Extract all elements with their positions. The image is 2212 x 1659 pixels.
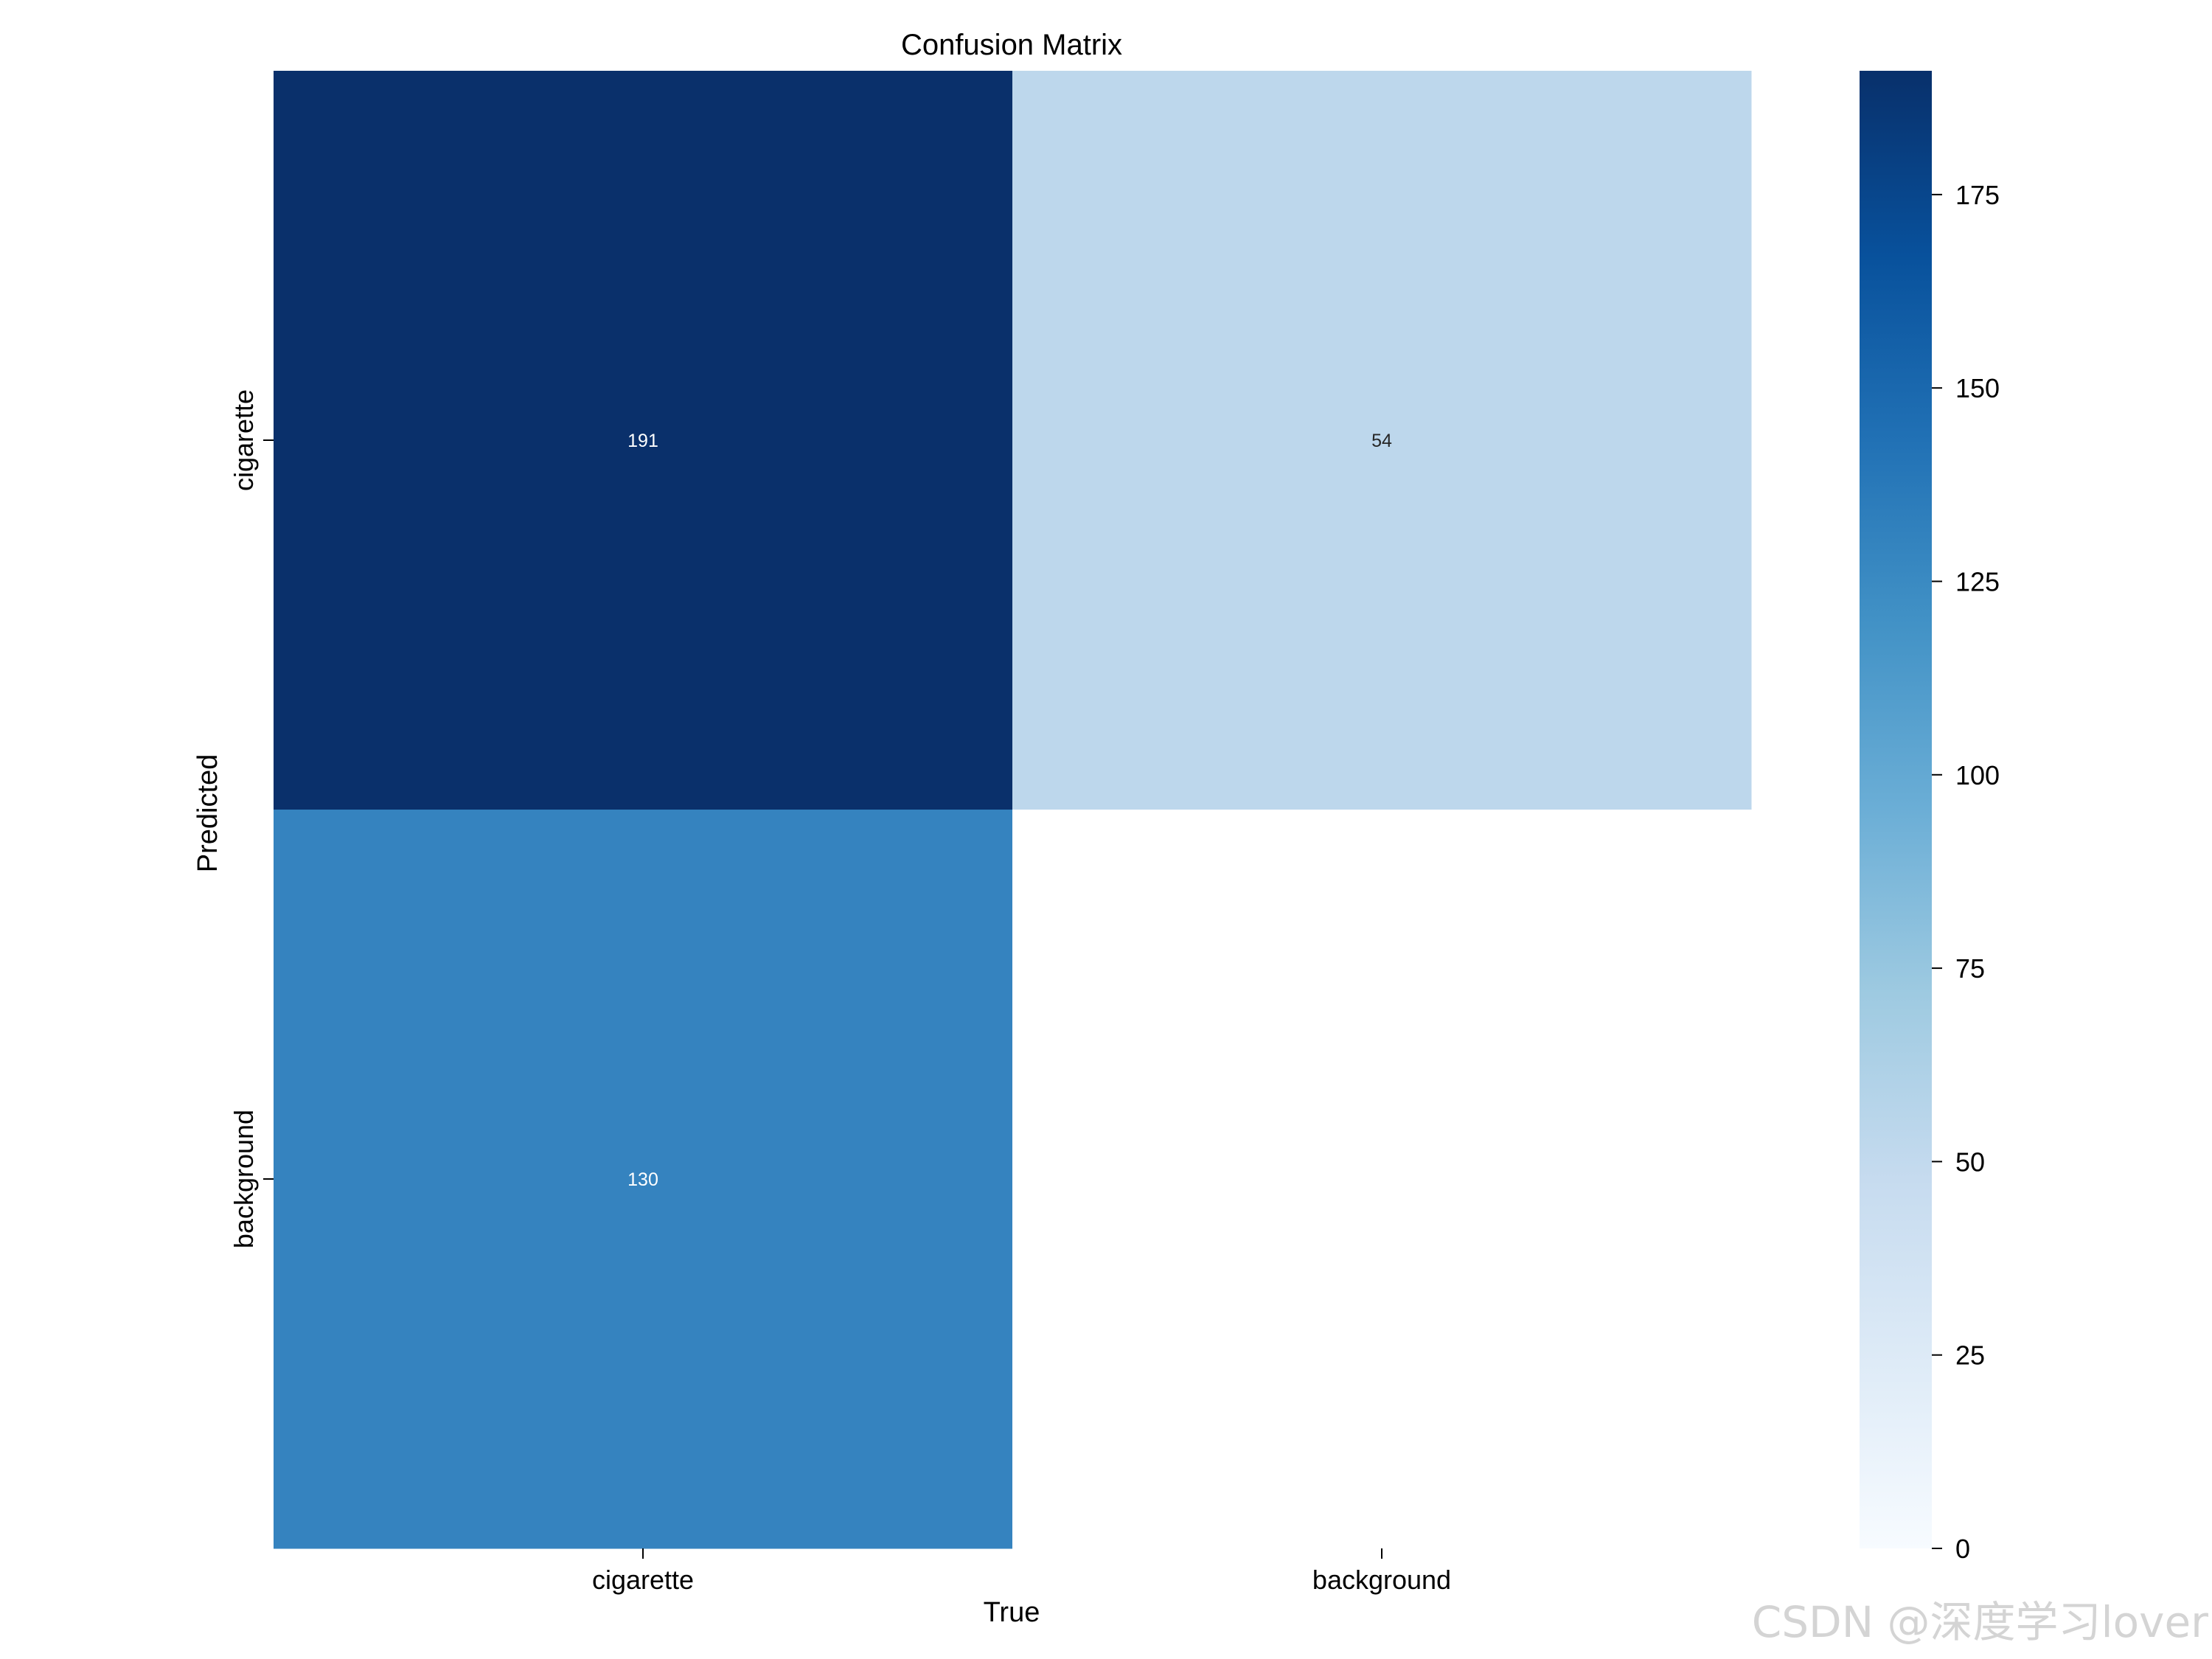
colorbar-tick-label-100: 100: [1955, 760, 2000, 790]
colorbar-tick-label-75: 75: [1955, 953, 1985, 984]
heatmap-cell-0-1: [1012, 71, 1752, 810]
heatmap-cells: [274, 71, 1752, 1549]
y-axis-ticks: cigarette background: [229, 389, 274, 1248]
colorbar-ticks: 0 25 50 75 100 125 150 175: [1932, 180, 2000, 1564]
colorbar: [1860, 71, 1932, 1548]
colorbar-tick-label-175: 175: [1955, 180, 2000, 210]
colorbar-tick-label-25: 25: [1955, 1340, 1985, 1371]
heatmap-cell-1-1: [1012, 810, 1752, 1549]
x-tick-label-cigarette: cigarette: [592, 1565, 694, 1595]
cell-value-label-1-0: 130: [627, 1169, 658, 1190]
heatmap-cell-0-0: [274, 71, 1013, 810]
colorbar-tick-label-150: 150: [1955, 373, 2000, 403]
heatmap-cell-1-0: [274, 810, 1013, 1549]
colorbar-tick-label-50: 50: [1955, 1147, 1985, 1177]
colorbar-tick-label-0: 0: [1955, 1534, 1970, 1564]
y-tick-label-cigarette: cigarette: [229, 389, 259, 491]
x-axis-label: True: [984, 1597, 1040, 1628]
x-axis-ticks: cigarette background: [592, 1548, 1451, 1595]
colorbar-tick-label-125: 125: [1955, 566, 2000, 597]
y-tick-label-background: background: [229, 1110, 259, 1248]
heatmap-cell-labels: 191 54 130: [627, 431, 1392, 1190]
x-tick-label-background: background: [1312, 1565, 1451, 1595]
watermark: CSDN @深度学习lover: [1752, 1597, 2208, 1647]
cell-value-label-0-1: 54: [1371, 431, 1392, 451]
cell-value-label-0-0: 191: [627, 431, 658, 451]
y-axis-label: Predicted: [192, 754, 223, 873]
chart-title: Confusion Matrix: [901, 29, 1122, 61]
